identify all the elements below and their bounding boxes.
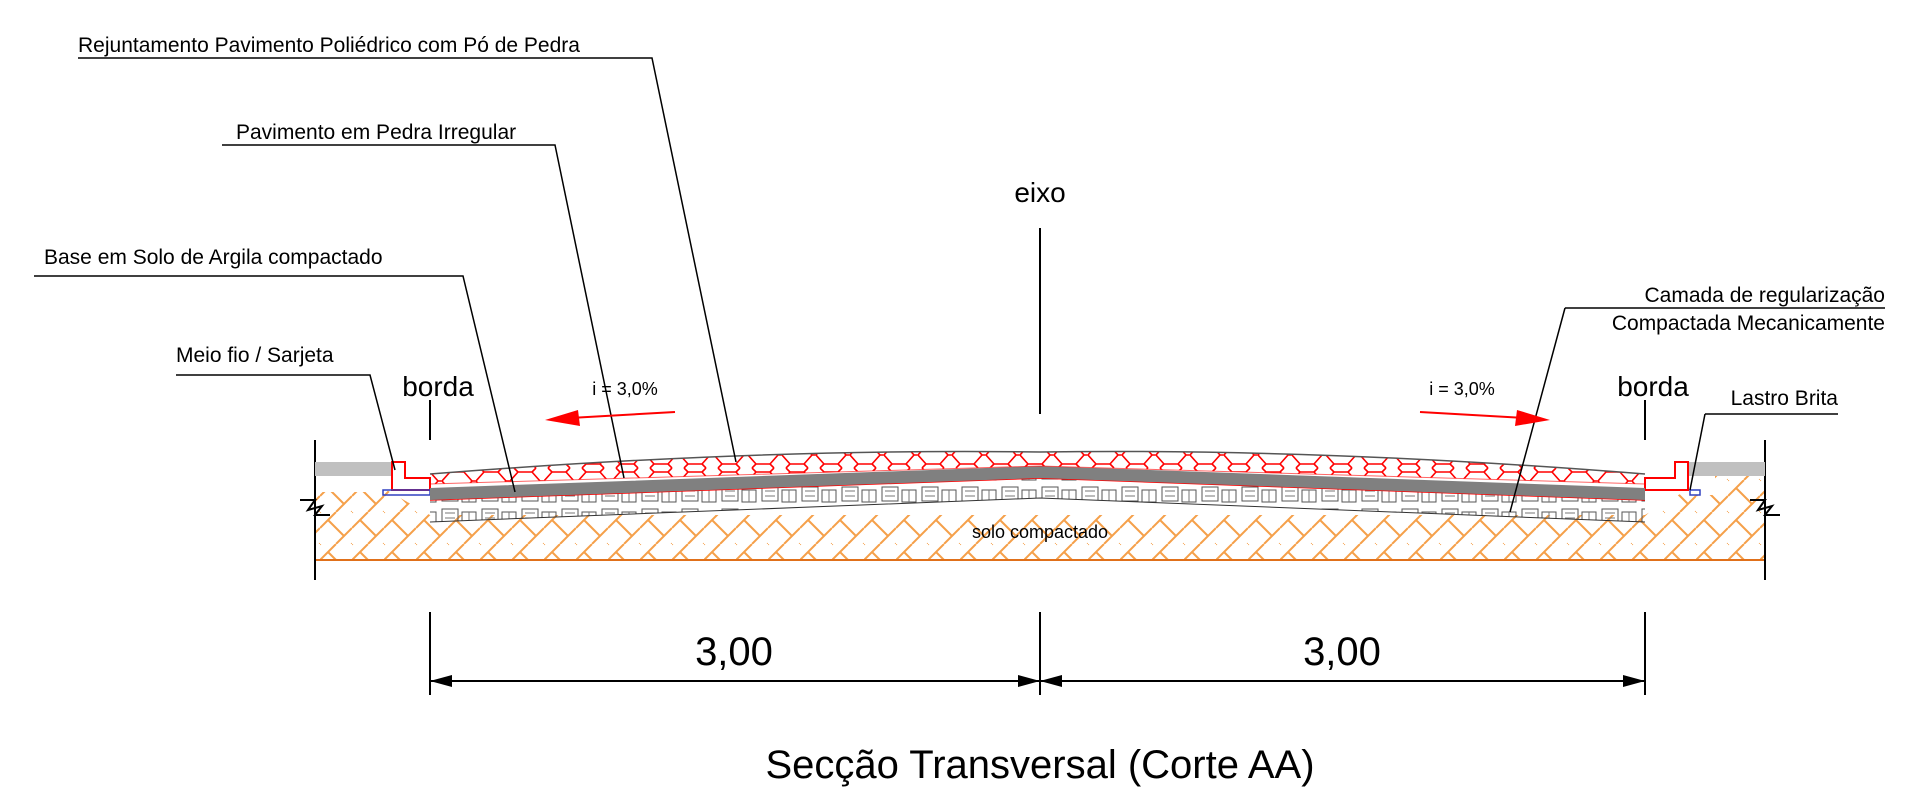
label-meio-fio: Meio fio / Sarjeta [176,344,334,367]
clay-base-layer [430,466,1645,500]
dimension-left-value: 3,00 [695,630,773,674]
marker-borda-right: borda [1617,371,1689,402]
label-base: Base em Solo de Argila compactado [44,246,383,269]
slope-label-right: i = 3,0% [1429,379,1495,399]
marker-borda-left: borda [402,371,474,402]
label-rejuntamento: Rejuntamento Pavimento Poliédrico com Pó… [78,34,580,57]
label-solo: solo compactado [972,522,1108,542]
label-camada-line1: Camada de regularização [1645,284,1885,307]
leader-lines [34,57,1885,513]
slope-arrow-left [545,410,676,426]
dimension-right-value: 3,00 [1303,630,1381,674]
marker-eixo: eixo [1014,177,1065,208]
slope-label-left: i = 3,0% [592,379,658,399]
dimension-lines [429,612,1646,695]
curb-left [315,461,431,496]
label-lastro: Lastro Brita [1731,387,1839,410]
label-camada-line2: Compactada Mecanicamente [1612,312,1885,335]
label-pavimento: Pavimento em Pedra Irregular [236,121,516,144]
slope-arrow-right [1419,410,1550,426]
drawing-title: Secção Transversal (Corte AA) [765,743,1314,787]
dimension-arrowheads [430,675,1645,687]
